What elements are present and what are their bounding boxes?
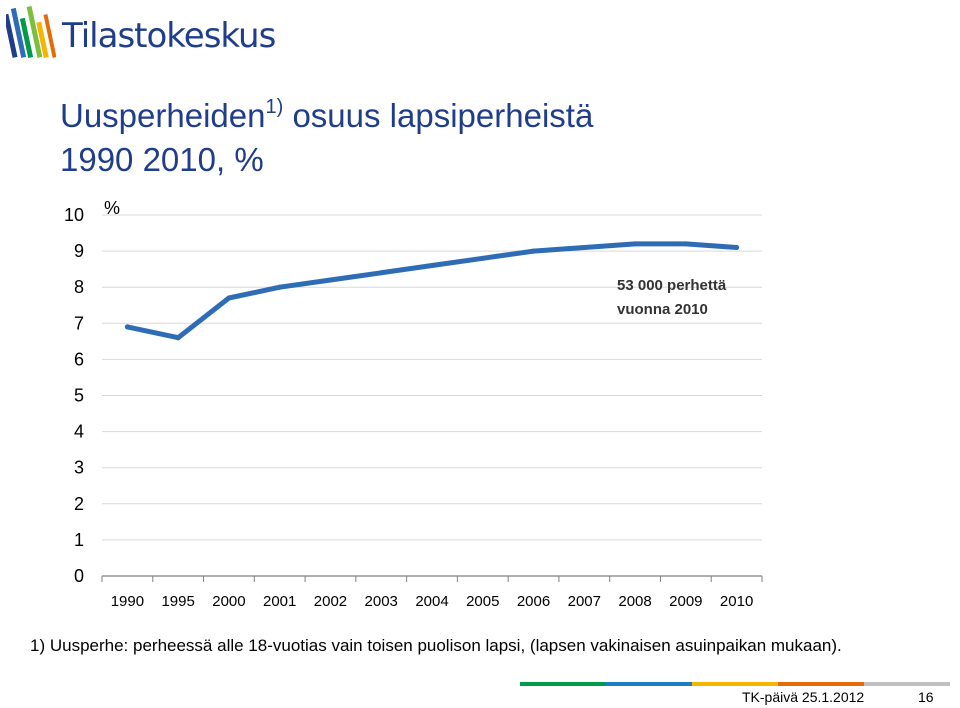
title-line-1: Uusperheiden1) osuus lapsiperheistä xyxy=(60,94,593,138)
line-chart: 0 1 2 3 4 5 6 7 8 9 10 1990 1995 2000 2001 2002 2003 200… xyxy=(64,198,763,610)
x-tick-label: 2006 xyxy=(517,593,550,610)
logo-mark-icon xyxy=(6,5,56,59)
data-point xyxy=(683,241,689,247)
y-tick-label: 0 xyxy=(74,566,84,586)
footer-rule-segment xyxy=(606,682,692,686)
y-tick-label: 5 xyxy=(74,386,84,406)
data-point xyxy=(480,255,486,261)
data-point xyxy=(429,263,435,269)
chart-gridlines xyxy=(102,214,762,541)
logo-wordmark: Tilastokeskus xyxy=(62,16,276,56)
x-tick-label: 2003 xyxy=(365,593,398,610)
page-title: Uusperheiden1) osuus lapsiperheistä 1990… xyxy=(60,94,593,182)
x-tick-label: 2009 xyxy=(669,593,702,610)
footer-rule-segment xyxy=(778,682,864,686)
y-tick-label: 6 xyxy=(74,349,84,369)
x-tick-label: 2007 xyxy=(568,593,601,610)
y-tick-label: 8 xyxy=(74,277,84,297)
y-tick-label: 10 xyxy=(64,205,84,225)
data-point xyxy=(531,248,537,254)
x-tick-label: 2001 xyxy=(263,593,296,610)
y-axis-unit-label: % xyxy=(104,198,120,218)
x-tick-label: 2004 xyxy=(415,593,448,610)
data-point xyxy=(734,244,740,250)
footer-rule-segment xyxy=(692,682,778,686)
data-point xyxy=(277,284,283,290)
y-tick-label: 2 xyxy=(74,494,84,514)
data-point xyxy=(226,295,232,301)
footnote: 1) Uusperhe: perheessä alle 18-vuotias v… xyxy=(30,636,842,655)
y-tick-label: 9 xyxy=(74,241,84,261)
footer-rule-segment xyxy=(864,682,950,686)
tilastokeskus-logo: Tilastokeskus xyxy=(6,4,276,64)
x-tick-label: 2002 xyxy=(314,593,347,610)
data-point xyxy=(632,241,638,247)
x-tick-label: 2005 xyxy=(466,593,499,610)
y-tick-label: 1 xyxy=(74,530,84,550)
x-tick-label: 2008 xyxy=(618,593,651,610)
data-point xyxy=(581,244,587,250)
annotation-line-1: 53 000 perhettä xyxy=(617,277,727,294)
title-footnote-mark: 1) xyxy=(265,96,284,118)
chart-axes xyxy=(101,575,763,582)
y-tick-label: 4 xyxy=(74,422,84,442)
data-point xyxy=(175,335,181,341)
footer-rule-segment xyxy=(520,682,606,686)
annotation-line-2: vuonna 2010 xyxy=(617,301,708,318)
y-tick-label: 7 xyxy=(74,313,84,333)
y-tick-label: 3 xyxy=(74,458,84,478)
data-point xyxy=(124,324,130,330)
x-tick-labels: 1990 1995 2000 2001 2002 2003 2004 2005 2006 2007… xyxy=(111,593,754,610)
data-point xyxy=(378,270,384,276)
footer-date: TK-päivä 25.1.2012 xyxy=(742,689,865,705)
page-number: 16 xyxy=(918,689,934,705)
series-points xyxy=(124,241,740,341)
x-tick-label: 1995 xyxy=(161,593,194,610)
x-tick-label: 2010 xyxy=(720,593,753,610)
title-part-2: osuus lapsiperheistä xyxy=(292,97,594,134)
title-part-1: Uusperheiden xyxy=(60,97,266,134)
title-line-2: 1990 2010, % xyxy=(60,141,264,178)
x-tick-label: 1990 xyxy=(111,593,144,610)
y-tick-labels: 0 1 2 3 4 5 6 7 8 9 10 xyxy=(64,205,84,586)
footer-color-rule xyxy=(520,682,950,686)
x-tick-label: 2000 xyxy=(212,593,245,610)
data-point xyxy=(327,277,333,283)
